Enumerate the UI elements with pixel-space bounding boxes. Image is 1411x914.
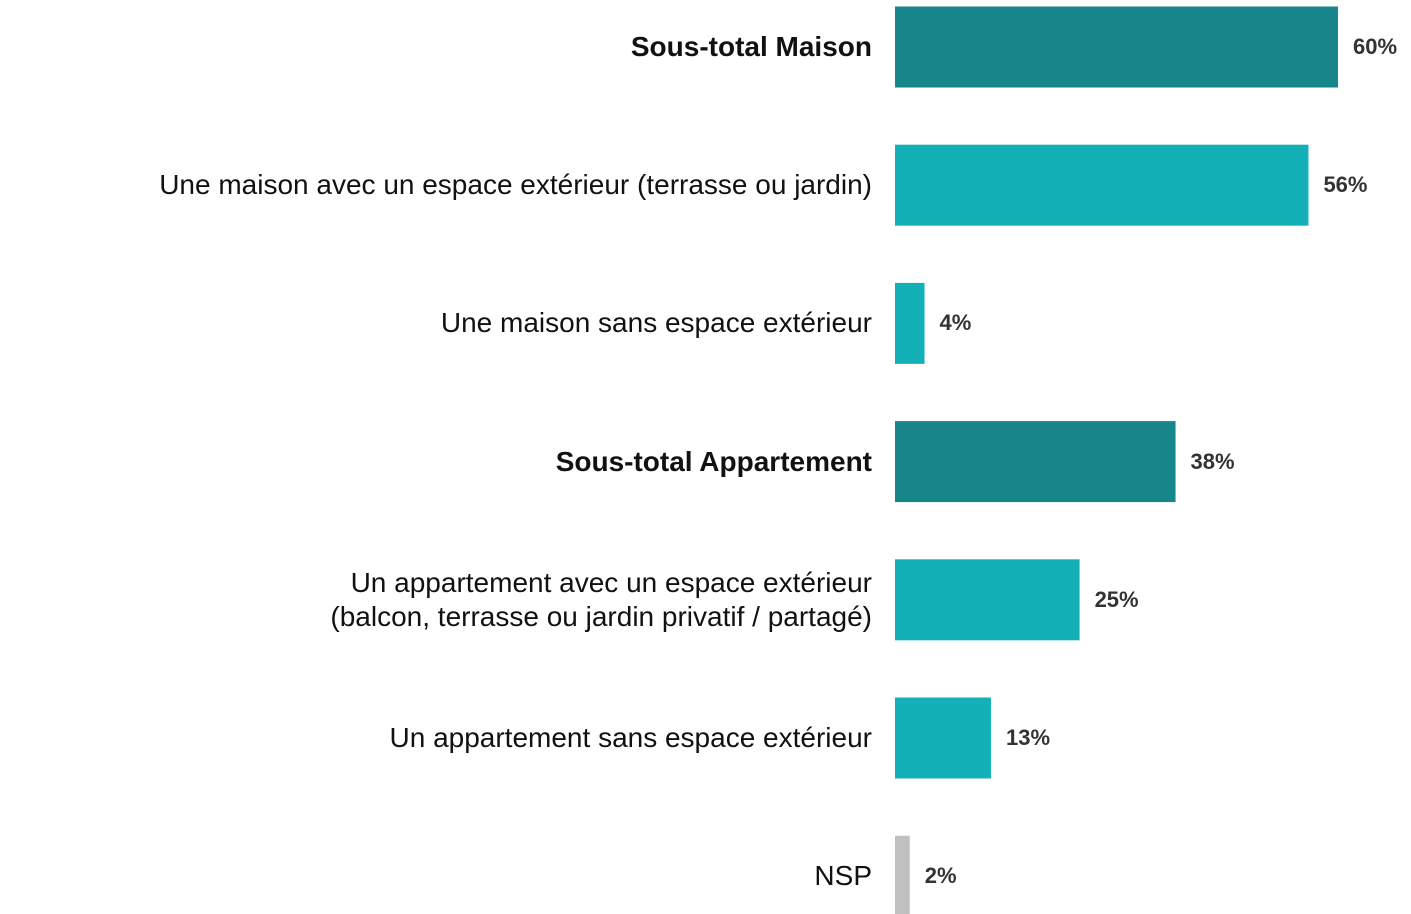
bar xyxy=(895,421,1176,503)
bar xyxy=(895,282,925,364)
category-label: Sous-total Appartement xyxy=(555,445,872,477)
bar xyxy=(895,559,1080,641)
value-label: 4% xyxy=(939,310,972,336)
category-label: NSP xyxy=(814,860,872,892)
value-label: 60% xyxy=(1352,34,1398,59)
bar xyxy=(895,6,1338,88)
value-label: 25% xyxy=(1094,586,1139,612)
value-label: 38% xyxy=(1190,448,1235,474)
category-label: Un appartement avec un espace extérieur … xyxy=(330,566,872,632)
category-label: Une maison avec un espace extérieur (ter… xyxy=(159,169,872,201)
category-label: Une maison sans espace extérieur xyxy=(440,307,872,339)
bar xyxy=(895,144,1309,226)
category-label: Sous-total Maison xyxy=(630,31,872,62)
category-label: Un appartement sans espace extérieur xyxy=(389,722,873,753)
bar xyxy=(895,835,910,914)
value-label: 13% xyxy=(1005,725,1051,750)
value-label: 2% xyxy=(924,863,957,889)
value-label: 56% xyxy=(1323,172,1368,198)
bar xyxy=(895,697,991,779)
